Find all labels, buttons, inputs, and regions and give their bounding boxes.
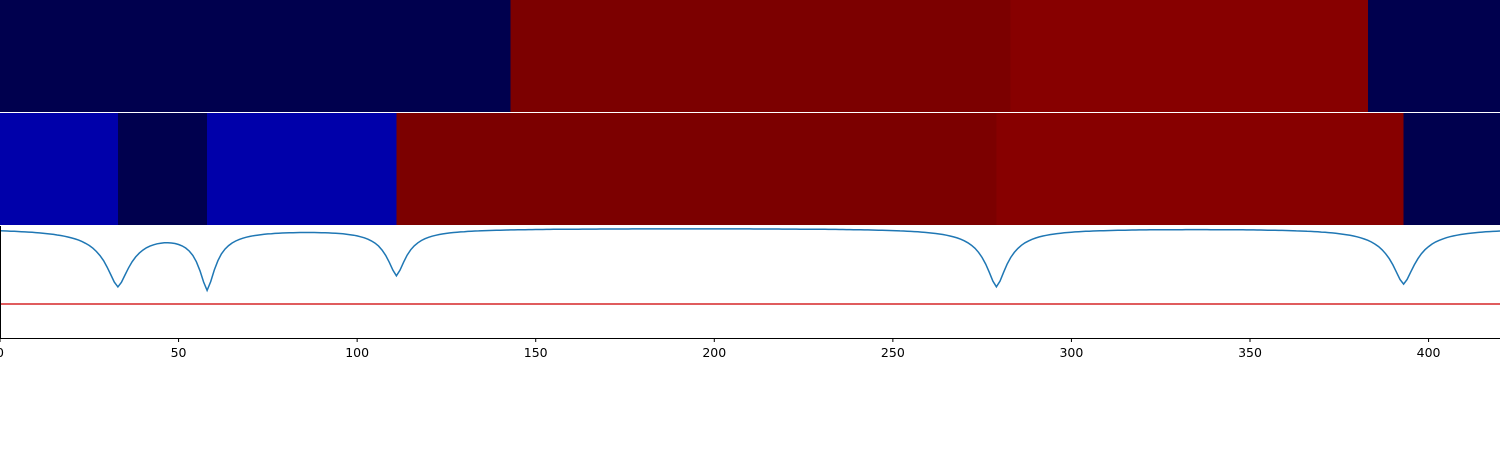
x-tick-label-350: 350 xyxy=(1238,345,1262,360)
x-tick-label-400: 400 xyxy=(1417,345,1441,360)
x-tick-label-200: 200 xyxy=(702,345,726,360)
heatmap-cell-band2-seg6 xyxy=(1403,113,1500,225)
signal-series-line xyxy=(0,228,1500,293)
x-axis: 0 50 100 150 200 250 300 350 400 xyxy=(0,338,1500,360)
heatmap-band-1 xyxy=(0,0,1500,112)
heatmap-cell-band2-seg3 xyxy=(207,113,397,225)
x-tick-label-300: 300 xyxy=(1059,345,1083,360)
heatmap-cell-band1-seg3 xyxy=(1010,0,1368,112)
signal-panel xyxy=(0,226,1500,338)
heatmap-cell-band2-seg5 xyxy=(996,113,1404,225)
heatmap-cell-band2-seg2 xyxy=(117,113,208,225)
heatmap-cell-band1-seg2 xyxy=(510,0,1011,112)
x-tick-label-250: 250 xyxy=(881,345,905,360)
heatmap-bands xyxy=(0,0,1500,226)
heatmap-band-2 xyxy=(0,113,1500,225)
heatmap-cell-band1-seg4 xyxy=(1367,0,1500,112)
signal-panel-background xyxy=(0,226,1500,338)
x-tick-label-50: 50 xyxy=(171,345,187,360)
heatmap-cell-band1-seg1 xyxy=(0,0,511,112)
x-tick-label-0: 0 xyxy=(0,345,4,360)
x-tick-label-100: 100 xyxy=(345,345,369,360)
heatmap-cell-band2-seg1 xyxy=(0,113,118,225)
heatmap-cell-band2-seg4 xyxy=(396,113,997,225)
x-tick-label-150: 150 xyxy=(524,345,548,360)
